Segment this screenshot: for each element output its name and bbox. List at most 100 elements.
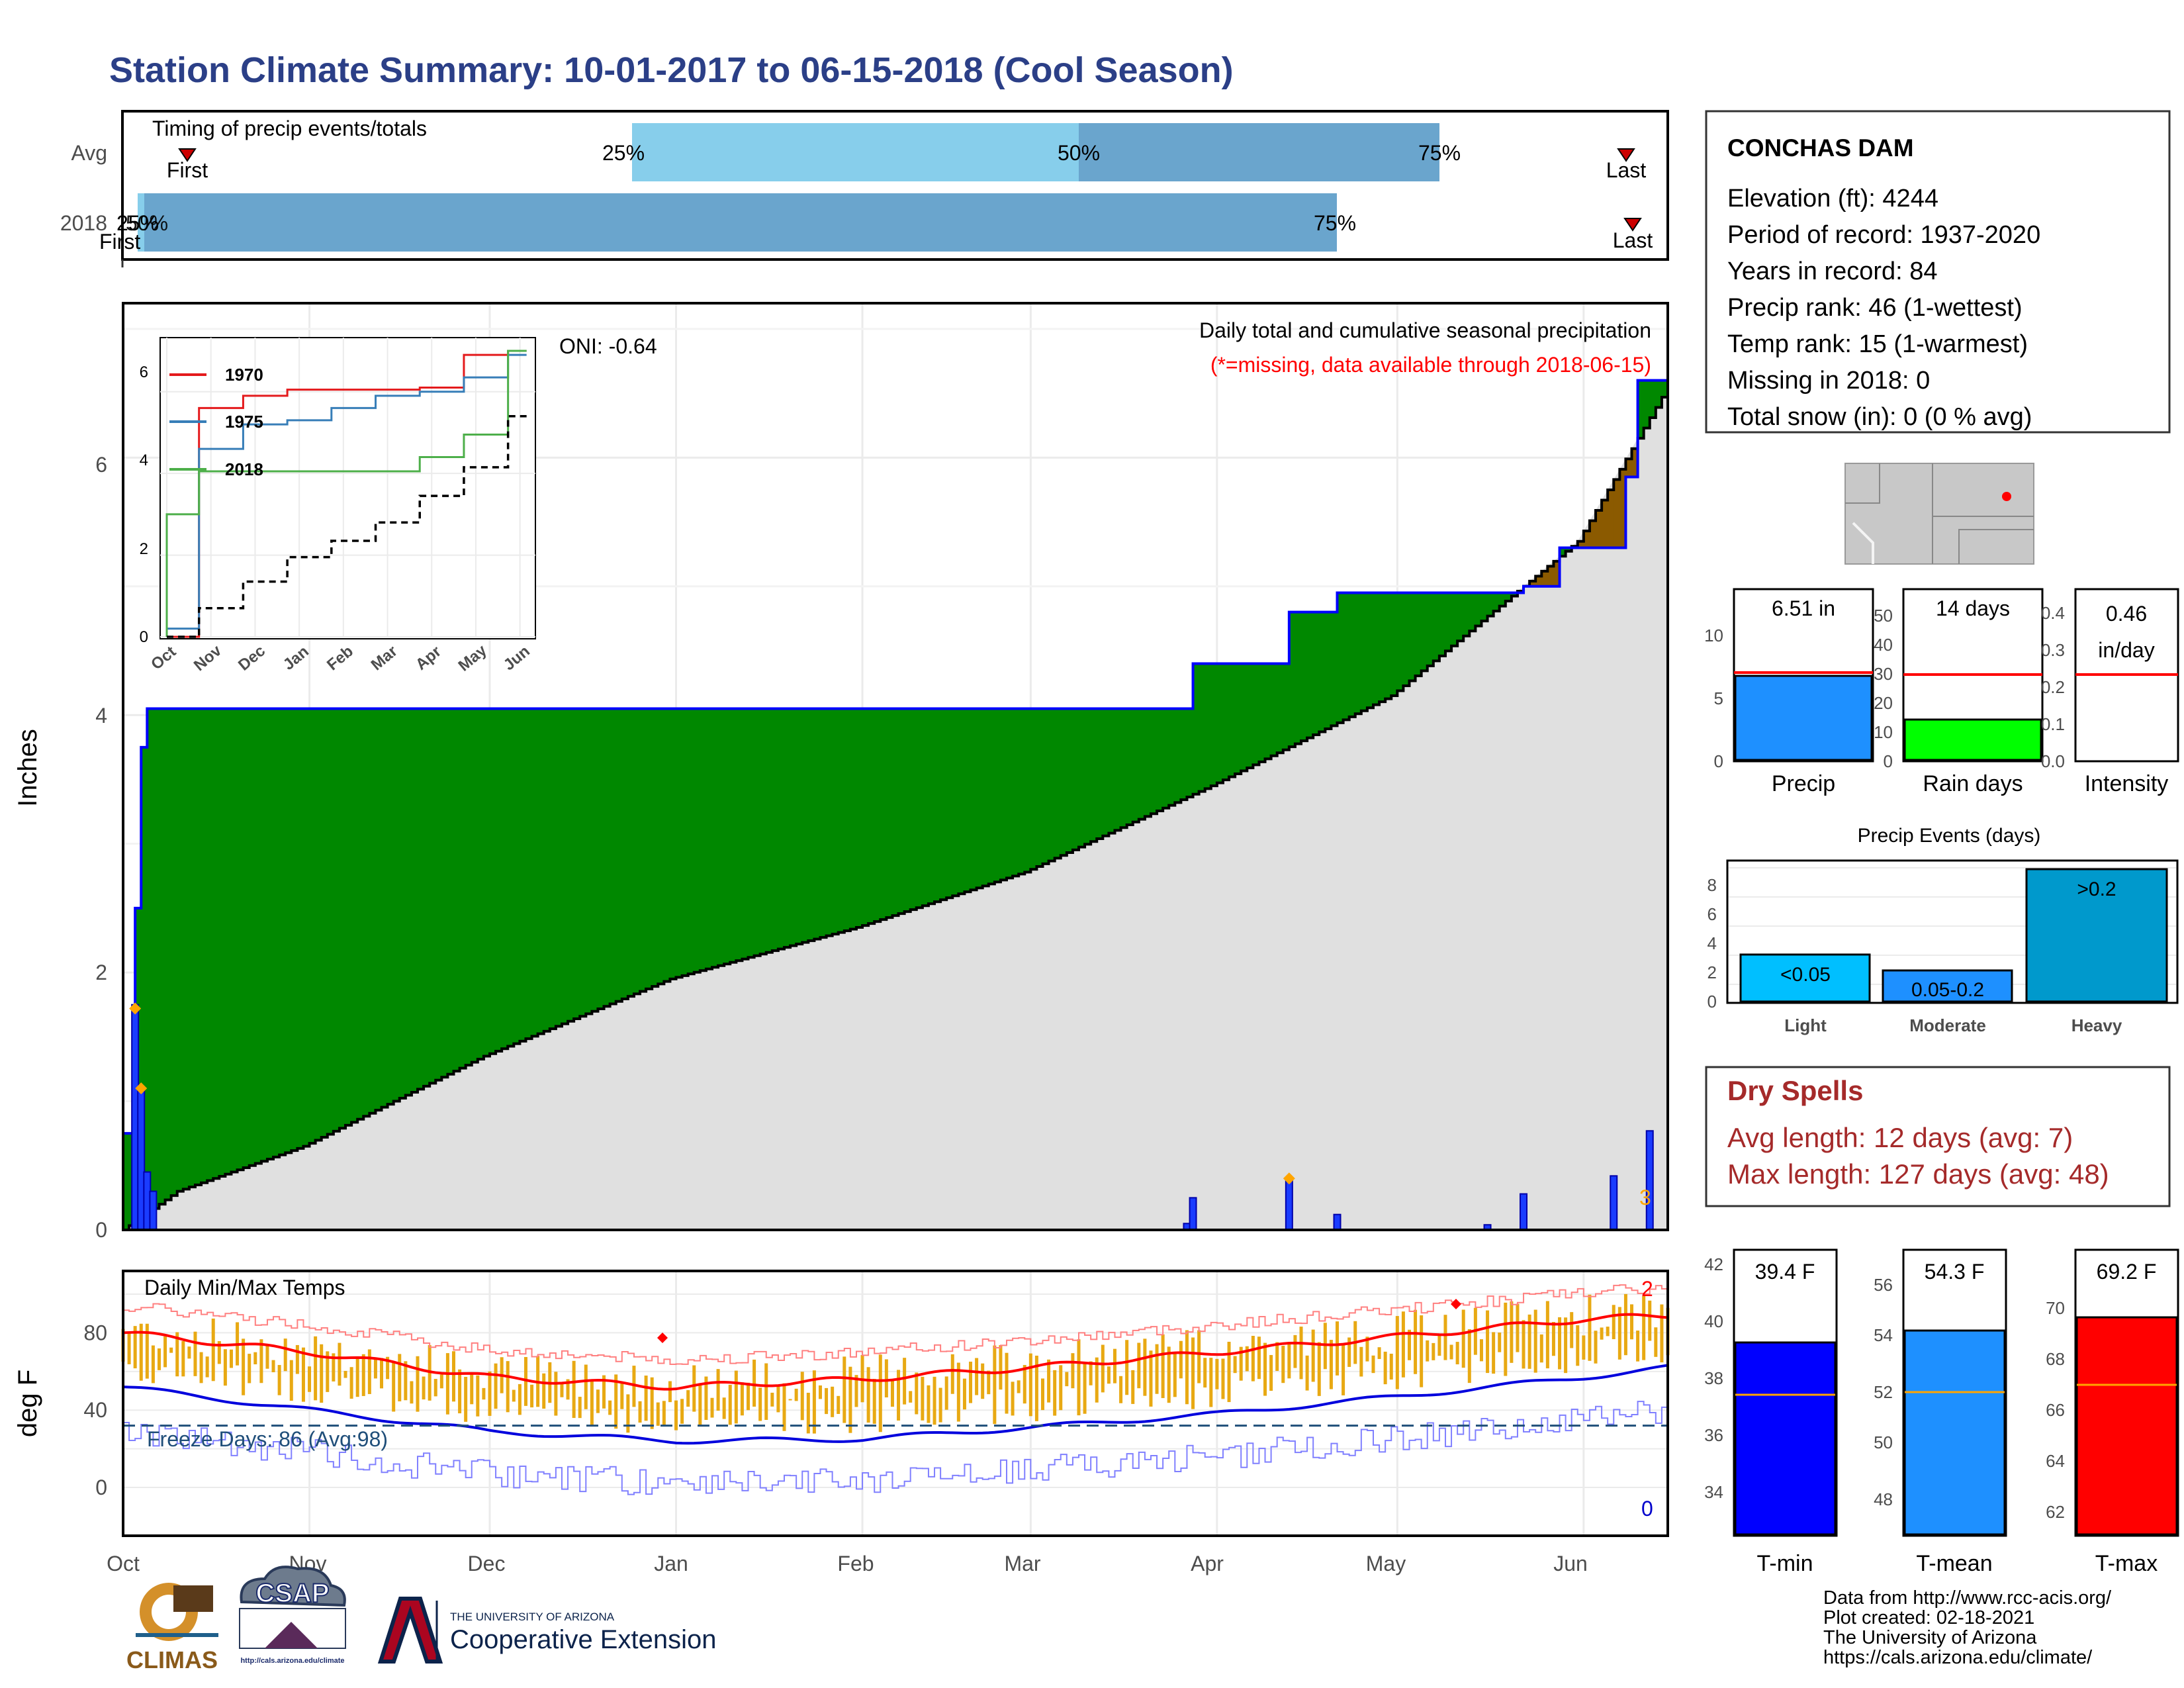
daily-precip-bar <box>1610 1175 1618 1231</box>
temp-range-bar <box>572 1360 576 1419</box>
surplus-fill <box>1397 592 1404 691</box>
surplus-fill <box>730 708 737 962</box>
surplus-fill <box>459 708 467 1068</box>
surplus-fill <box>1235 663 1242 774</box>
surplus-fill <box>1072 708 1079 850</box>
temp-range-bar <box>512 1389 516 1402</box>
surplus-fill <box>321 708 328 1137</box>
bar-tick: 62 <box>2046 1502 2065 1522</box>
dry-avg: Avg length: 12 days (avg: 7) <box>1727 1122 2073 1153</box>
temp-range-bar <box>1642 1295 1646 1360</box>
surplus-fill <box>868 708 875 924</box>
bar-tick: 38 <box>1704 1368 1723 1388</box>
surplus-fill <box>1216 663 1224 783</box>
deficit-fill <box>1625 459 1633 477</box>
month-label: Jun <box>1553 1552 1588 1575</box>
temp-range-bar <box>584 1364 588 1409</box>
bar-value: 54.3 F <box>1925 1260 1985 1284</box>
surplus-fill <box>213 708 220 1179</box>
surplus-fill <box>1331 612 1338 726</box>
event-bar-light <box>1739 953 1871 1003</box>
surplus-fill <box>1120 708 1128 828</box>
temp-range-bar <box>1401 1311 1405 1378</box>
surplus-fill <box>1150 708 1158 814</box>
bar-tick: 56 <box>1874 1275 1893 1295</box>
surplus-fill <box>856 708 863 928</box>
temp-range-bar <box>933 1376 936 1425</box>
surplus-fill <box>712 708 719 968</box>
temp-range-bar <box>758 1387 762 1421</box>
temp-range-bar <box>1329 1340 1333 1389</box>
timing-row-2018: 2018 <box>60 211 107 235</box>
bar-value: 0.46 <box>2106 602 2147 626</box>
event-tick: 0 <box>1707 992 1717 1011</box>
temp-range-bar <box>1017 1380 1021 1393</box>
bar-precip <box>1734 675 1873 761</box>
temp-range-bar <box>1275 1342 1279 1371</box>
temp-range-bar <box>145 1323 149 1379</box>
surplus-fill <box>598 708 605 1009</box>
station-line: Temp rank: 15 (1-warmest) <box>1727 330 2028 358</box>
surplus-fill <box>183 708 190 1190</box>
temp-range-bar <box>482 1387 486 1400</box>
temp-range-bar <box>1011 1382 1015 1416</box>
surplus-fill <box>531 708 539 1037</box>
temp-range-bar <box>938 1387 942 1423</box>
surplus-fill <box>243 708 250 1168</box>
surplus-fill <box>1157 708 1163 811</box>
surplus-fill <box>976 708 983 888</box>
temp-range-bar <box>764 1363 768 1420</box>
surplus-fill <box>1019 708 1025 874</box>
credit-line: Data from http://www.rcc-acis.org/ <box>1823 1587 2112 1609</box>
bar-tick: 0.3 <box>2041 640 2065 660</box>
station-info-box: CONCHAS DAM Elevation (ft): 4244 Period … <box>1705 110 2171 434</box>
average-max-line <box>122 1313 1668 1391</box>
surplus-fill <box>1271 663 1278 756</box>
temp-range-bar <box>1516 1303 1520 1352</box>
temp-range-bar <box>728 1384 732 1425</box>
timing-2018-bar-q1 <box>138 193 144 252</box>
temp-range-bar <box>523 1356 527 1406</box>
deficit-fill <box>1529 581 1536 586</box>
surplus-fill <box>1493 592 1500 612</box>
timing-avg-bar-q3 <box>1079 123 1439 181</box>
surplus-fill <box>832 708 839 935</box>
bar-tick: 0.1 <box>2041 714 2065 734</box>
surplus-fill <box>1565 547 1572 551</box>
event-tick: 8 <box>1707 875 1717 895</box>
temp-range-bar <box>993 1345 997 1425</box>
surplus-fill <box>586 708 592 1014</box>
deficit-fill <box>1589 520 1596 548</box>
surplus-fill <box>1325 612 1332 729</box>
temp-range-bar <box>1281 1345 1285 1383</box>
surplus-fill <box>477 708 484 1060</box>
surplus-fill <box>514 708 520 1044</box>
surplus-fill <box>1066 708 1073 853</box>
temp-range-bar <box>1407 1329 1411 1360</box>
surplus-fill <box>1481 592 1488 622</box>
bar-value: 14 days <box>1936 596 2010 620</box>
surplus-fill <box>874 708 881 922</box>
bar-tick: 48 <box>1874 1489 1893 1509</box>
csap-text: CSAP <box>255 1579 329 1608</box>
surplus-fill <box>561 708 569 1024</box>
timing-avg-last: Last <box>1606 158 1647 182</box>
surplus-fill <box>1373 592 1380 705</box>
surplus-fill <box>1649 380 1657 418</box>
temp-range-bar <box>223 1349 227 1386</box>
surplus-fill <box>1115 708 1122 831</box>
temp-range-bar <box>187 1346 191 1359</box>
temp-range-bar <box>193 1331 197 1376</box>
surplus-fill <box>754 708 761 956</box>
temp-range-bar <box>674 1400 678 1430</box>
temp-range-bar <box>1028 1353 1032 1417</box>
surplus-fill <box>502 708 508 1049</box>
month-label: Jan <box>654 1552 688 1575</box>
temp-range-bar <box>458 1369 462 1414</box>
temp-range-bar <box>398 1354 402 1401</box>
surplus-fill <box>748 708 755 958</box>
temp-range-bar <box>566 1379 570 1400</box>
temp-range-bar <box>837 1395 841 1415</box>
surplus-fill <box>1241 663 1248 771</box>
surplus-fill <box>333 708 340 1131</box>
